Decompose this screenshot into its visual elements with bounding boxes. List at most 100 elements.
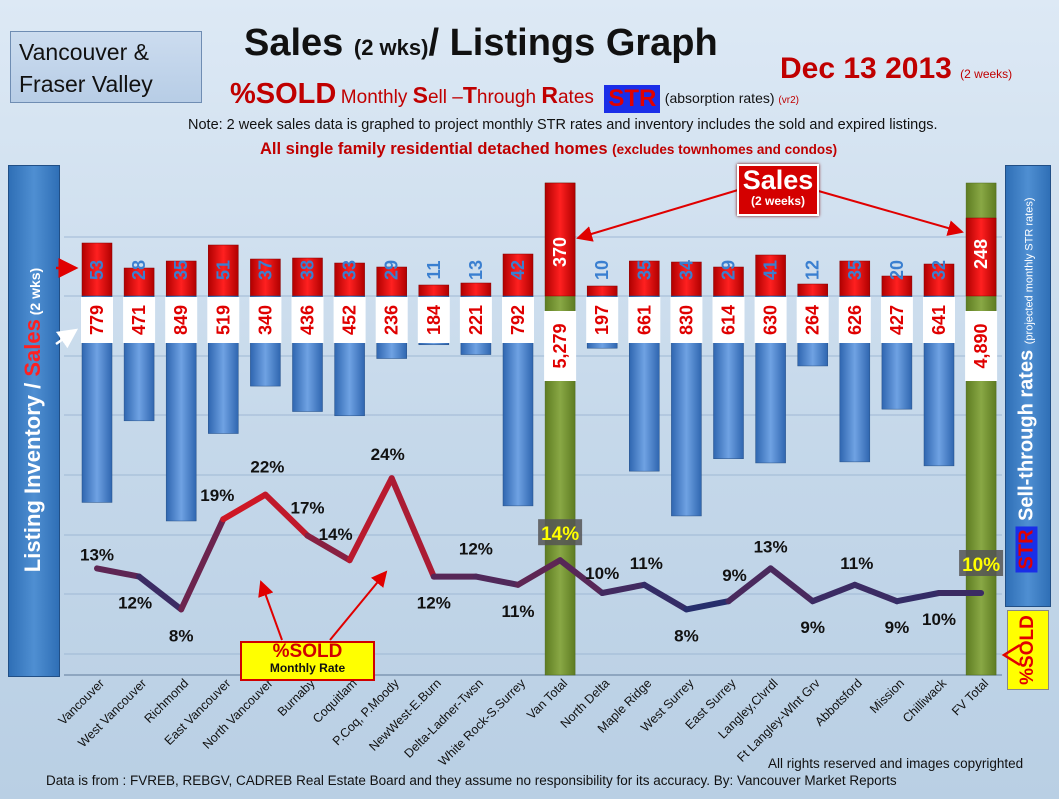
category-label: NewWest-E.Burn [366,676,444,754]
sold-line-segment [220,491,269,523]
footer-source: Data is from : FVREB, REBGV, CADREB Real… [46,773,897,788]
sold-line-segment [683,598,732,613]
region-label-box: Vancouver & Fraser Valley [10,31,202,103]
listing-label-box [207,297,240,343]
listing-label-box [586,297,619,343]
listing-value-label: 427 [887,305,907,335]
sales-value-label: 42 [508,260,528,280]
listing-label-box [754,297,787,343]
sales-callout-line2: (2 weeks) [750,194,806,208]
sales-value-label: 35 [171,260,191,280]
category-label: Ft Langley-Wlnt Grv [734,676,823,765]
sales-value-label: 32 [929,260,949,280]
percent-label: 12% [417,594,451,613]
region-line-2: Fraser Valley [19,71,153,97]
sales-value-label: 20 [887,260,907,280]
sold-line-segment [893,590,942,605]
percent-label: 11% [840,554,873,573]
footer-rights: All rights reserved and images copyright… [768,756,1024,771]
sales-bar [418,284,450,297]
listing-label-box [417,297,450,343]
sales-value-label: 53 [87,260,107,280]
sales-value-label: 41 [761,260,781,280]
sales-value-label: 38 [298,260,318,280]
category-label: Chilliwack [900,676,950,726]
listing-label-box [502,297,534,343]
listing-value-label: 519 [213,305,233,335]
listing-value-label: 779 [87,305,107,335]
sales-bar [755,254,786,297]
sales-value-label: 35 [634,260,654,280]
listing-value-label: 626 [845,305,865,335]
detached-note: All single family residential detached h… [260,140,837,159]
sales-bar [292,257,323,297]
subtitle-dash: – [452,87,463,108]
sold-line-segment [94,565,143,580]
sold-line-segment [851,581,900,605]
listing-value-label: 471 [129,305,149,335]
sales-bar [586,285,618,297]
listing-label-box [880,297,913,343]
subtitle-s: S [412,82,428,108]
sales-arrow-fv [814,189,964,236]
percent-label: 22% [250,458,284,477]
listing-value-label: 4,890 [971,323,991,368]
listing-label-box [249,297,282,343]
listing-label-box [796,297,829,343]
sales-bar [334,262,365,297]
sales-callout: Sales (2 weeks) [737,164,819,216]
percent-label: 24% [371,445,405,464]
listing-label-box [291,297,324,343]
sales-value-label: 37 [255,260,275,280]
subtitle-str-badge: STR [604,84,661,113]
percent-label: 10% [585,564,619,583]
sales-value-label: 33 [340,260,360,280]
listing-value-label: 340 [255,305,275,335]
category-label: FV Total [949,676,991,718]
sold-line-segment [262,491,311,539]
listing-value-label: 452 [340,305,360,335]
sold-line-segment [472,573,521,588]
percent-label: 9% [800,618,825,637]
listing-value-label: 264 [803,305,823,335]
sales-bar [208,244,239,297]
bars-group [81,182,997,676]
listing-value-label: 436 [298,305,318,335]
subtitle-ell: ell [427,87,453,108]
sales-bar [165,260,197,297]
sales-arrow-van [576,189,739,242]
percent-label: 10% [922,610,956,629]
subtitle-t: T [462,82,477,108]
listing-label-box [544,311,577,381]
sold-line-segment [599,581,648,596]
sales-bar [923,263,955,297]
total-percent-box [538,519,583,546]
sold-line-segment [725,565,774,605]
sales-value-label: 28 [129,260,149,280]
sold-callout-line2: Monthly Rate [269,661,346,675]
percent-label: 13% [80,545,114,564]
subtitle-absorption-text: (absorption rates) [664,90,775,106]
region-line-1: Vancouver & [19,39,149,65]
listing-label-box [165,297,198,343]
listing-value-label: 184 [424,305,444,335]
percent-label: 19% [200,486,234,505]
percent-label: 17% [290,499,324,518]
percent-label: 8% [169,626,194,645]
total-percent-box [959,550,1004,576]
listing-value-label: 197 [592,305,612,335]
sales-value-label: 11 [424,260,444,279]
sales-value-label: 13 [466,260,486,280]
percent-label: 12% [118,594,152,613]
listing-label-box [375,297,408,343]
sales-value-label: 370 [550,237,570,267]
title-qualifier: (2 wks) [353,35,429,60]
sold-line-segment [557,557,606,596]
sold-right-arrow [1001,643,1021,667]
percent-label: 9% [885,618,910,637]
sold-rate-callout: %SOLD Monthly Rate [240,641,375,681]
percent-label: 10% [962,555,1000,576]
percent-label: 14% [541,524,579,545]
percent-label: 11% [501,602,534,621]
